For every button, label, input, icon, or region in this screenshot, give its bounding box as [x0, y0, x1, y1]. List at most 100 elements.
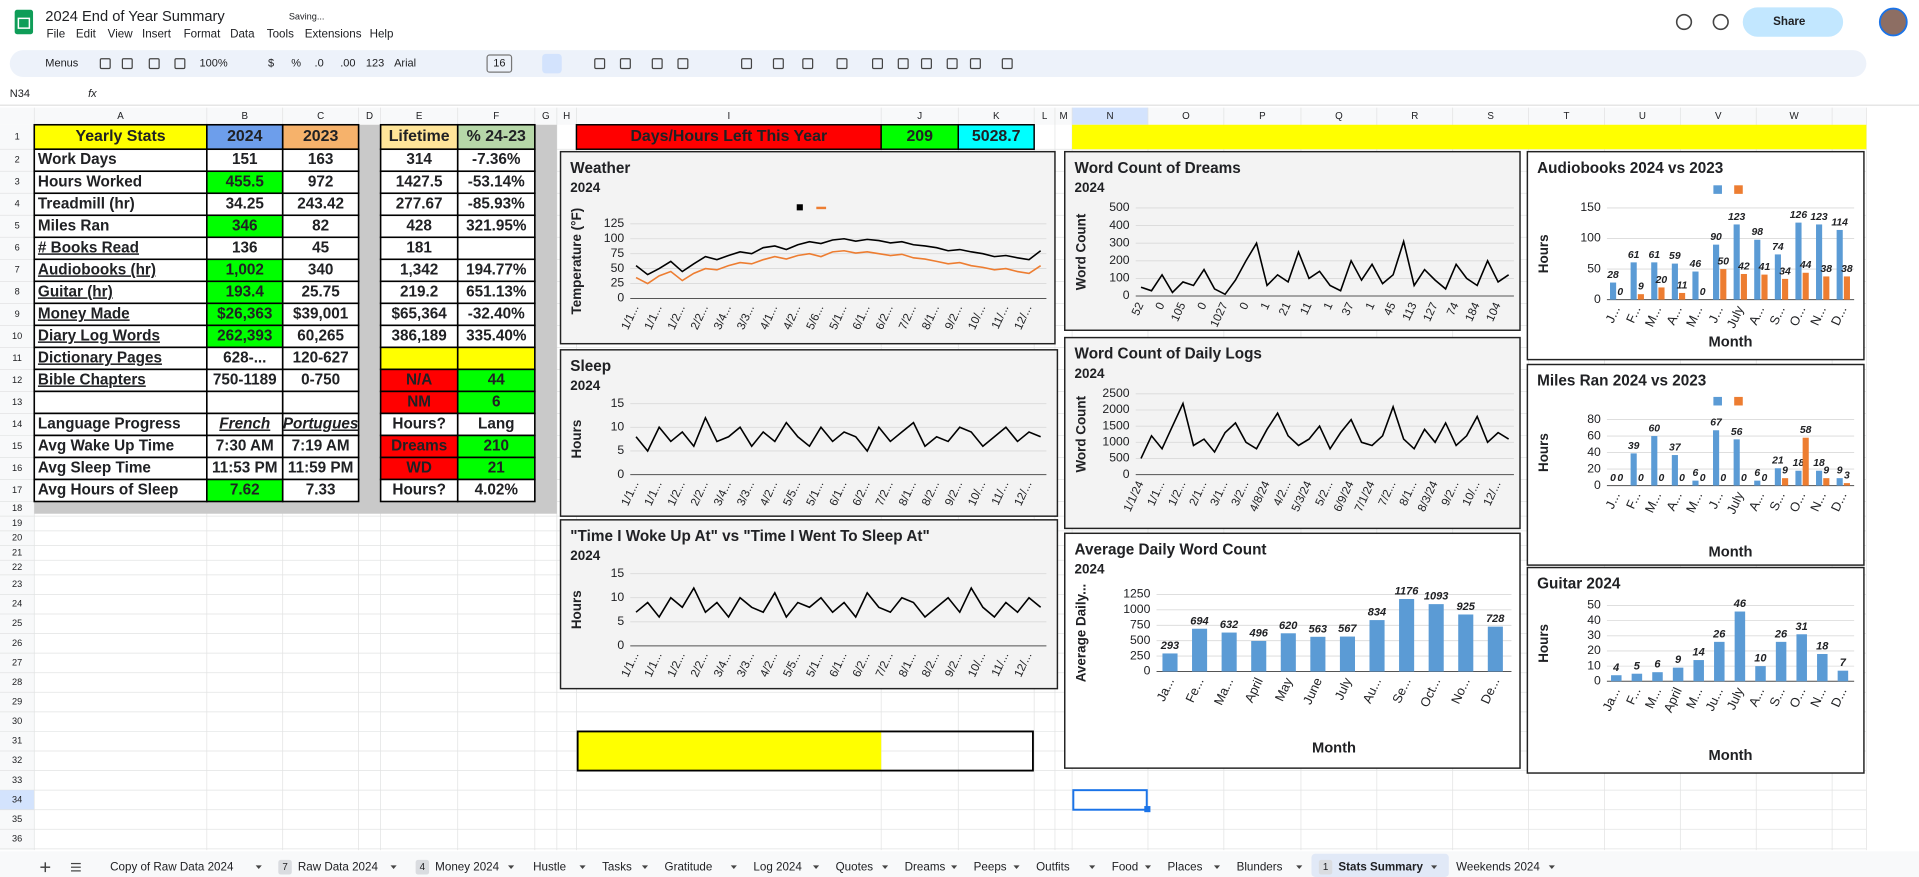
sheet-tab[interactable]: Outfits [1036, 860, 1070, 873]
column-letter[interactable]: Q [1335, 111, 1343, 122]
tab-arrow[interactable] [1548, 865, 1555, 870]
column-letter[interactable]: F [493, 111, 499, 122]
tab-arrow[interactable] [641, 865, 649, 870]
row-number[interactable]: 17 [12, 485, 22, 495]
toolbar-icon[interactable] [969, 58, 981, 70]
column-letter[interactable]: B [242, 111, 249, 122]
row-number[interactable]: 28 [12, 677, 22, 687]
row-number[interactable]: 36 [12, 834, 22, 844]
tab-arrow[interactable] [882, 865, 889, 870]
row-number[interactable]: 19 [12, 518, 22, 528]
row-number[interactable]: 8 [15, 287, 20, 297]
column-letter[interactable]: M [1059, 111, 1067, 122]
sheet-tab[interactable]: Places [1168, 860, 1203, 873]
row-number[interactable]: 7 [15, 265, 20, 275]
cell-link[interactable]: Dictionary Pages [38, 349, 162, 366]
row-number[interactable]: 5 [15, 221, 20, 231]
tab-arrow[interactable] [508, 865, 515, 870]
row-number[interactable]: 27 [12, 657, 22, 667]
toolbar-icon[interactable] [871, 58, 884, 70]
toolbar-icon[interactable] [836, 58, 848, 70]
menu-item[interactable]: Format [184, 27, 222, 40]
row-number[interactable]: 31 [12, 736, 22, 746]
column-letter[interactable]: T [1564, 111, 1570, 122]
tab-arrow[interactable] [1089, 865, 1096, 870]
active-tab[interactable] [1311, 853, 1449, 877]
cell-link[interactable]: Guitar (hr) [38, 283, 113, 300]
toolbar-icon[interactable] [594, 58, 606, 70]
sheet-tab[interactable]: Food [1112, 860, 1138, 873]
tab-arrow[interactable] [730, 865, 737, 870]
column-letter[interactable]: W [1790, 111, 1800, 122]
row-number[interactable]: 26 [12, 638, 22, 648]
toolbar-icon[interactable] [99, 58, 111, 70]
cell-link[interactable]: # Books Read [38, 239, 139, 256]
row-number[interactable]: 23 [12, 579, 22, 589]
row-number[interactable]: 32 [12, 755, 22, 765]
share-button[interactable] [1742, 7, 1844, 37]
column-letter[interactable]: D [366, 111, 373, 122]
share-label[interactable]: Share [1773, 15, 1806, 28]
sheet-tab[interactable]: Stats Summary [1338, 860, 1423, 873]
tab-arrow[interactable] [1013, 865, 1020, 870]
column-letter[interactable]: S [1487, 111, 1494, 122]
row-number[interactable]: 4 [15, 199, 20, 209]
toolbar-icon[interactable] [741, 58, 753, 70]
cell-link[interactable]: Diary Log Words [38, 327, 160, 344]
toolbar-icon[interactable] [897, 58, 909, 70]
row-number[interactable]: 2 [15, 155, 20, 165]
tab-arrow[interactable] [813, 865, 820, 870]
menu-item[interactable]: View [108, 27, 134, 40]
toolbar-item[interactable]: 16 [493, 58, 505, 70]
row-number[interactable]: 15 [12, 441, 22, 451]
cell-link[interactable]: French [219, 415, 270, 432]
row-number[interactable]: 30 [12, 716, 22, 726]
column-letter[interactable]: R [1411, 111, 1418, 122]
row-number[interactable]: 20 [12, 533, 22, 543]
row-number[interactable]: 35 [12, 814, 22, 824]
row-number[interactable]: 21 [12, 547, 22, 557]
tab-arrow[interactable] [255, 865, 262, 870]
toolbar-item[interactable]: $ [268, 58, 274, 70]
row-number[interactable]: 10 [12, 331, 22, 341]
column-letter[interactable]: V [1715, 111, 1722, 122]
menu-item[interactable]: File [47, 27, 66, 40]
row-number[interactable]: 22 [12, 562, 22, 572]
column-letter[interactable]: K [993, 111, 1000, 122]
sheet-tab[interactable]: Log 2024 [753, 860, 802, 873]
row-number[interactable]: 3 [15, 177, 20, 187]
tab-arrow[interactable] [579, 865, 586, 870]
toolbar-item[interactable]: .00 [340, 58, 355, 70]
row-number[interactable]: 11 [12, 353, 22, 363]
column-letter[interactable]: H [563, 111, 570, 122]
toolbar-icon[interactable] [174, 58, 186, 70]
sheet-tab[interactable]: Money 2024 [435, 860, 499, 873]
menu-item[interactable]: Help [370, 27, 394, 40]
toolbar-icon[interactable] [772, 58, 784, 70]
column-letter[interactable]: C [317, 111, 324, 122]
toolbar-icon[interactable] [651, 58, 663, 70]
column-letter[interactable]: P [1259, 111, 1266, 122]
sheet-tab[interactable]: Blunders [1237, 860, 1283, 873]
toolbar-item[interactable]: % [291, 58, 301, 70]
tab-arrow[interactable] [1431, 865, 1438, 870]
row-number[interactable]: 1 [15, 131, 20, 141]
sheet-tab[interactable]: Peeps [974, 860, 1007, 873]
tab-arrow[interactable] [1213, 865, 1221, 870]
tab-arrow[interactable] [390, 865, 397, 870]
row-number[interactable]: 12 [12, 375, 22, 385]
menu-item[interactable]: Data [230, 27, 255, 40]
cell-link[interactable]: Money Made [38, 305, 130, 322]
toolbar-item[interactable]: Menus [45, 58, 79, 70]
row-number[interactable]: 29 [12, 697, 22, 707]
toolbar-item[interactable]: .0 [315, 58, 324, 70]
column-letter[interactable]: A [117, 111, 124, 122]
column-letter[interactable]: G [542, 111, 550, 122]
toolbar-item[interactable]: 100% [199, 58, 227, 70]
row-number[interactable]: 14 [12, 419, 22, 429]
row-number[interactable]: 24 [12, 599, 22, 609]
sheet-tab[interactable]: Weekends 2024 [1456, 860, 1540, 873]
row-number[interactable]: 34 [12, 794, 22, 804]
row-number[interactable]: 13 [12, 397, 22, 407]
column-letter[interactable]: N [1107, 111, 1114, 122]
